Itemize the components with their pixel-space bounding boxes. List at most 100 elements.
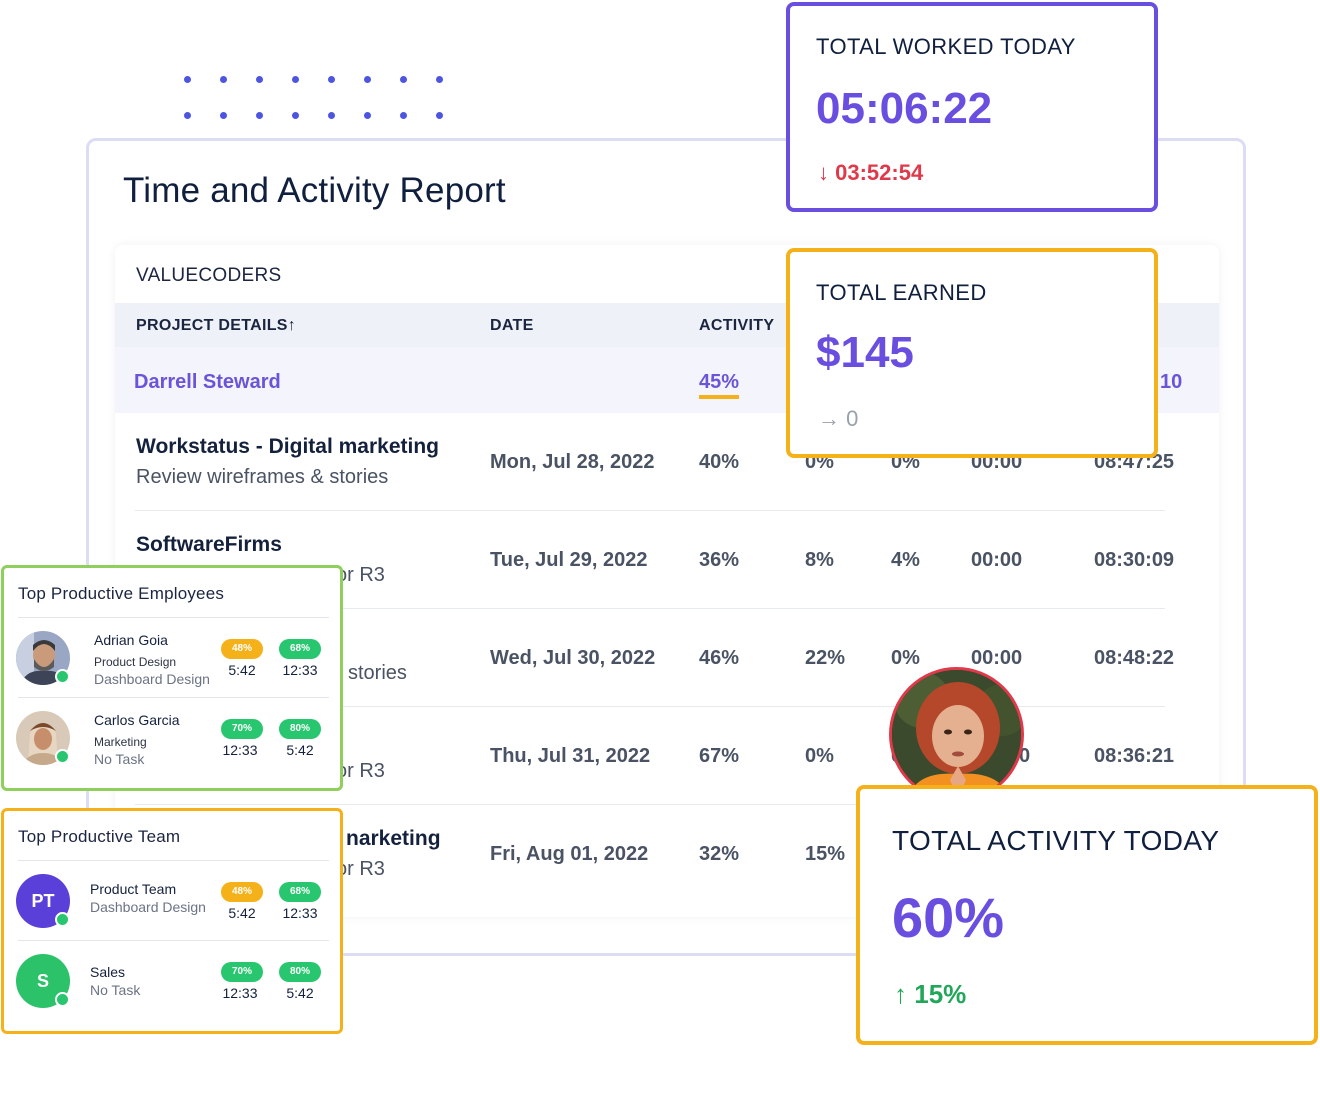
team-item[interactable]: PT Product Team Dashboard Design 48% 68%… <box>4 862 340 942</box>
productivity-badge: 80% <box>279 962 321 982</box>
arrow-down-icon: ↓ <box>818 160 829 185</box>
productivity-badge: 68% <box>279 882 321 902</box>
team-name: Product Team <box>90 881 177 897</box>
page-title: Time and Activity Report <box>123 171 506 210</box>
team-name: Sales <box>90 964 126 980</box>
row-date: Tue, Jul 29, 2022 <box>490 549 648 571</box>
arrow-up-icon: ↑ <box>894 979 907 1009</box>
time-value: 5:42 <box>228 905 256 921</box>
productivity-badge: 80% <box>279 719 321 739</box>
top-team-panel: Top Productive Team PT Product Team Dash… <box>1 808 343 1034</box>
decorative-dots <box>176 70 456 126</box>
time-value: 12:33 <box>222 985 258 1001</box>
employee-item[interactable]: Carlos Garcia Marketing No Task 70% 80% … <box>4 699 340 779</box>
row-activity: 40% <box>699 451 740 473</box>
time-value: 12:33 <box>282 905 318 921</box>
total-earned-change: → 0 <box>818 406 858 432</box>
row-divider <box>135 804 1165 805</box>
total-earned-label: TOTAL EARNED <box>816 280 987 305</box>
row-divider <box>135 608 1165 609</box>
top-employees-title: Top Productive Employees <box>18 584 225 603</box>
total-activity-value: 60% <box>892 886 1005 949</box>
activity-badge: 48% <box>221 639 263 659</box>
employee-total: 10 <box>1160 371 1183 393</box>
team-task: No Task <box>90 982 141 998</box>
total-earned-change-value: 0 <box>846 406 859 431</box>
portrait-image <box>892 670 1021 799</box>
panel-divider <box>18 940 329 941</box>
row-activity: 36% <box>699 549 740 571</box>
time-value: 5:42 <box>286 985 314 1001</box>
online-status-icon <box>55 669 70 684</box>
row-col4: 22% <box>805 647 846 669</box>
team-item[interactable]: S Sales No Task 70% 80% 12:33 5:42 <box>4 942 340 1022</box>
row-col4: 15% <box>805 843 846 865</box>
activity-badge: 70% <box>221 962 263 982</box>
row-col7: 08:48:22 <box>1094 647 1175 669</box>
column-activity[interactable]: ACTIVITY <box>699 317 775 334</box>
user-avatar <box>889 667 1024 802</box>
row-date: Wed, Jul 30, 2022 <box>490 647 656 669</box>
employee-name: Carlos Garcia <box>94 712 180 728</box>
total-earned-card: TOTAL EARNED $145 → 0 <box>786 248 1158 458</box>
employee-role: Product Design <box>94 655 177 669</box>
avatar-image <box>16 711 70 765</box>
row-activity: 46% <box>699 647 740 669</box>
row-date: Fri, Aug 01, 2022 <box>490 843 649 865</box>
productivity-badge: 68% <box>279 639 321 659</box>
row-col7: 08:36:21 <box>1094 745 1175 767</box>
task-name: Review wireframes & stories <box>136 466 389 488</box>
employee-name[interactable]: Darrell Steward <box>134 371 281 393</box>
total-earned-value: $145 <box>816 328 914 377</box>
row-col6: 0 <box>1019 745 1031 767</box>
row-activity: 32% <box>699 843 740 865</box>
panel-divider <box>18 697 329 698</box>
row-divider <box>135 706 1165 707</box>
task-name: or R3 <box>336 858 385 880</box>
employee-task: No Task <box>94 751 145 767</box>
row-col6: 00:00 <box>971 647 1023 669</box>
total-activity-change-value: 15% <box>914 979 967 1009</box>
row-col5: 0% <box>891 647 920 669</box>
row-col5: 4% <box>891 549 920 571</box>
panel-divider <box>18 617 329 618</box>
task-name: or R3 <box>336 564 385 586</box>
project-name: SoftwareFirms <box>136 533 282 556</box>
total-worked-change-value: 03:52:54 <box>835 160 924 185</box>
team-task: Dashboard Design <box>90 899 206 915</box>
total-activity-card: TOTAL ACTIVITY TODAY 60% ↑ 15% <box>856 785 1318 1045</box>
employee-role: Marketing <box>94 735 147 749</box>
row-divider <box>135 510 1165 511</box>
table-row[interactable]: narketing or R3 Fri, Aug 01, 2022 32% 15… <box>115 805 1219 903</box>
project-name: Workstatus - Digital marketing <box>136 435 440 458</box>
employee-task: Dashboard Design <box>94 671 210 687</box>
activity-badge: 48% <box>221 882 263 902</box>
total-activity-change: ↑ 15% <box>894 979 966 1010</box>
online-status-icon <box>55 992 70 1007</box>
employee-item[interactable]: Adrian Goia Product Design Dashboard Des… <box>4 619 340 699</box>
time-value: 5:42 <box>228 662 256 678</box>
time-value: 5:42 <box>286 742 314 758</box>
total-activity-label: TOTAL ACTIVITY TODAY <box>892 825 1220 856</box>
organization-name: VALUECODERS <box>136 265 282 286</box>
row-col6: 00:00 <box>971 549 1023 571</box>
employee-avatar <box>16 711 70 765</box>
column-date[interactable]: DATE <box>490 317 534 334</box>
top-employees-panel: Top Productive Employees Adrian Goia Pro… <box>1 565 343 791</box>
time-value: 12:33 <box>222 742 258 758</box>
top-team-title: Top Productive Team <box>18 827 181 846</box>
row-date: Mon, Jul 28, 2022 <box>490 451 655 473</box>
row-col7: 08:30:09 <box>1094 549 1175 571</box>
panel-divider <box>18 860 329 861</box>
task-name: stories <box>348 662 407 684</box>
online-status-icon <box>55 749 70 764</box>
row-date: Thu, Jul 31, 2022 <box>490 745 651 767</box>
table-row[interactable]: SoftwareFirms or R3 Tue, Jul 29, 2022 36… <box>115 511 1219 609</box>
employee-activity: 45% <box>699 371 740 399</box>
total-worked-change: ↓ 03:52:54 <box>818 160 923 186</box>
project-name: narketing <box>346 827 441 850</box>
column-project-details[interactable]: PROJECT DETAILS↑ <box>136 317 297 334</box>
arrow-right-icon: → <box>818 406 840 431</box>
table-row[interactable]: stories Wed, Jul 30, 2022 46% 22% 0% 00:… <box>115 609 1219 707</box>
row-col4: 8% <box>805 549 834 571</box>
